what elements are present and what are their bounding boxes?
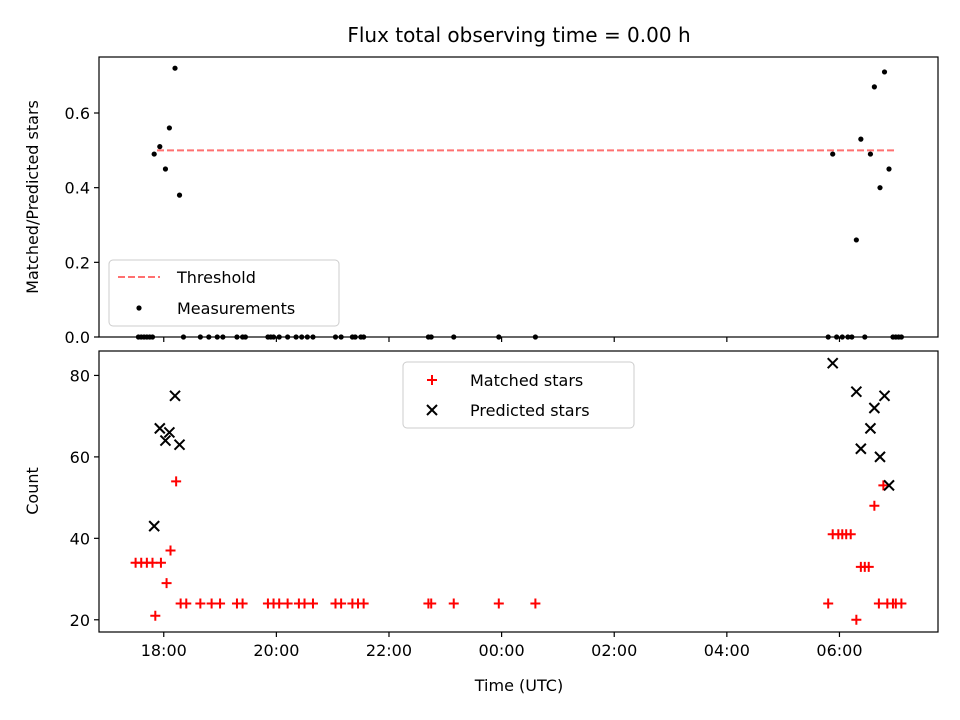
matched-stars-series [130,476,907,625]
data-point [299,598,310,609]
data-point [154,422,166,435]
data-point [150,610,161,621]
y-tick-label: 0.2 [65,253,90,272]
data-point [858,136,864,142]
data-point [868,402,881,414]
chart-title: Flux total observing time = 0.00 h [347,23,690,47]
legend-box [402,361,635,429]
data-point [166,125,172,131]
x-tick-label: 18:00 [141,641,187,660]
data-point [493,598,504,609]
data-point [530,598,541,609]
data-point [853,237,859,243]
top-y-axis-label: Matched/Predicted stars [23,100,42,294]
data-point [426,598,437,609]
data-point [869,500,880,511]
data-point [171,476,182,487]
data-point [215,598,226,609]
data-point [878,390,891,402]
y-tick-label: 40 [70,529,90,548]
data-point [826,357,839,369]
top-axes-frame [98,56,939,338]
data-point [206,598,217,609]
legend-matched-label: Matched stars [470,371,583,390]
data-point [148,520,160,532]
y-tick-label: 0.4 [65,179,90,198]
data-point [159,434,172,447]
legend-box [108,259,340,327]
x-tick-label: 04:00 [704,641,750,660]
data-point [163,426,176,439]
y-tick-label: 60 [70,448,90,467]
data-point [855,443,867,455]
data-point [883,479,895,492]
data-point [195,598,206,609]
data-point [863,561,874,572]
data-point [871,84,877,90]
top-panel: 0.0 0.2 0.4 0.6 Matched/Predicted stars Thres… [23,56,939,347]
x-tick-label: 06:00 [816,641,862,660]
data-point [181,598,192,609]
legend-measurements-label: Measurements [177,299,295,318]
predicted-stars-series [148,357,895,532]
data-point [307,598,318,609]
y-tick-label: 80 [70,366,90,385]
data-point [873,598,884,609]
data-point [161,578,172,589]
data-point [896,598,907,609]
data-point [151,151,157,157]
x-tick-label: 02:00 [591,641,637,660]
bottom-axes-frame [98,350,939,633]
data-point [155,557,166,568]
data-point [336,598,347,609]
data-point [165,545,176,556]
y-tick-label: 0.0 [65,328,90,347]
data-point [147,557,158,568]
legend-threshold-label: Threshold [176,268,256,287]
data-point [886,166,892,172]
legend-predicted-swatch [426,404,438,416]
data-point [850,386,863,398]
data-point [282,598,293,609]
legend-matched-swatch [427,375,437,385]
measurements-series [135,65,904,340]
data-point [176,192,183,198]
data-point [173,438,186,451]
data-point [237,598,248,609]
data-point [823,598,834,609]
data-point [448,598,459,609]
data-point [169,390,181,402]
data-point [157,144,163,150]
y-tick-label: 20 [70,611,90,630]
x-tick-label: 20:00 [253,641,299,660]
top-legend: Threshold Measurements [108,259,340,327]
bottom-y-axis-label: Count [23,467,42,515]
legend-predicted-label: Predicted stars [470,401,590,420]
data-point [877,185,883,191]
x-axis-label: Time (UTC) [474,676,563,695]
data-point [358,598,369,609]
data-point [162,166,169,172]
x-tick-label: 00:00 [479,641,525,660]
data-point [851,614,862,625]
x-tick-label: 22:00 [366,641,412,660]
y-tick-label: 0.6 [65,104,90,123]
data-point [881,69,888,75]
data-point [867,151,874,157]
data-point [878,480,889,491]
data-point [274,598,285,609]
legend-measurements-swatch [136,305,142,311]
bottom-panel: 20 40 60 80 18:00 20:00 22:00 00:00 02:00 04:00 06… [23,350,939,660]
data-point [172,65,178,71]
data-point [864,422,877,435]
data-point [830,151,836,157]
bottom-legend: Matched stars Predicted stars [402,361,635,429]
data-point [845,529,856,540]
data-point [874,451,886,463]
